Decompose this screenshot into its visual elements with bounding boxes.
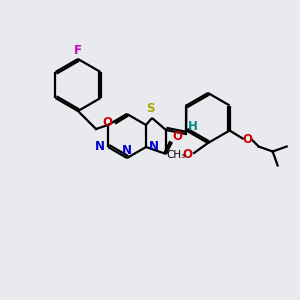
Text: N: N <box>149 140 159 154</box>
Text: O: O <box>172 130 182 142</box>
Text: O: O <box>182 148 192 161</box>
Text: S: S <box>146 103 154 116</box>
Text: N: N <box>122 143 132 157</box>
Text: N: N <box>95 140 105 154</box>
Text: F: F <box>74 44 82 56</box>
Text: CH₃: CH₃ <box>167 150 186 160</box>
Text: O: O <box>102 116 112 130</box>
Text: O: O <box>243 133 253 146</box>
Text: H: H <box>188 119 198 133</box>
